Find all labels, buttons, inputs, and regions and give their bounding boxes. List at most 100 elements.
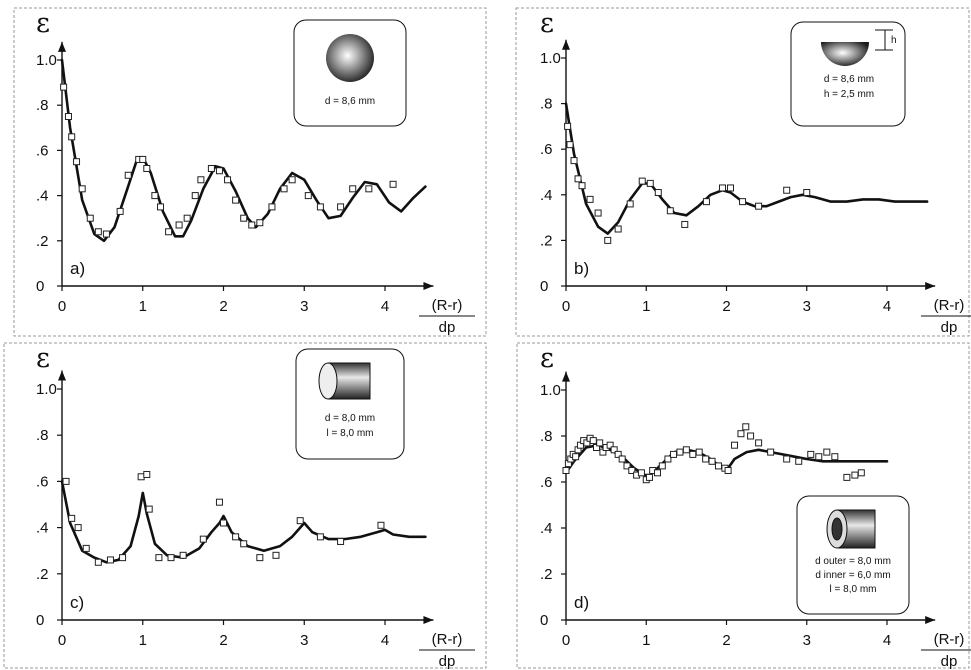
- data-point: [852, 472, 858, 478]
- y-tick-label: 1.0: [540, 50, 561, 67]
- data-point: [125, 172, 131, 178]
- y-tick-label: .4: [540, 187, 553, 204]
- data-point: [257, 555, 263, 561]
- x-tick-label: 2: [219, 298, 227, 315]
- data-point: [579, 183, 585, 189]
- data-point: [756, 203, 762, 209]
- data-point: [269, 204, 275, 210]
- data-point: [233, 197, 239, 203]
- data-point: [738, 431, 744, 437]
- y-tick-label: .8: [36, 97, 49, 114]
- x-axis-label-denominator: dp: [941, 319, 958, 336]
- y-axis-label: ε: [540, 8, 554, 39]
- data-point: [638, 470, 644, 476]
- data-point: [75, 525, 81, 531]
- x-tick-label: 4: [883, 298, 891, 315]
- y-tick-label: 0: [540, 612, 548, 629]
- y-tick-label: 1.0: [36, 52, 57, 69]
- data-point: [216, 499, 222, 505]
- x-tick-label: 2: [722, 632, 730, 649]
- x-tick-label: 1: [139, 298, 147, 315]
- data-point: [63, 478, 69, 484]
- x-axis-arrow: [423, 282, 433, 290]
- x-axis-arrow: [423, 616, 433, 624]
- data-point: [715, 463, 721, 469]
- data-point: [595, 210, 601, 216]
- x-tick-label: 1: [642, 298, 650, 315]
- data-point: [200, 536, 206, 542]
- x-tick-label: 3: [803, 298, 811, 315]
- data-point: [144, 165, 150, 171]
- chart-panel: 0 .2 .4 .6 .8 1.0 0 1 2 3 4 ε (R-r) dp a) d = 8,6 mm: [14, 8, 486, 336]
- inset-line: d inner = 6,0 mm: [815, 570, 890, 581]
- data-point: [590, 438, 596, 444]
- data-point: [317, 204, 323, 210]
- y-tick-label: 0: [36, 612, 44, 629]
- x-tick-label: 3: [300, 298, 308, 315]
- x-axis-arrow: [925, 616, 935, 624]
- data-point: [366, 186, 372, 192]
- y-tick-label: .6: [540, 141, 553, 158]
- data-point: [95, 559, 101, 565]
- x-tick-label: 2: [219, 632, 227, 649]
- y-tick-label: .2: [36, 566, 49, 583]
- x-tick-label: 0: [562, 298, 570, 315]
- data-point: [241, 541, 247, 547]
- data-point: [690, 451, 696, 457]
- data-point: [390, 181, 396, 187]
- panel-label: d): [574, 593, 589, 612]
- data-point: [671, 451, 677, 457]
- data-point: [192, 193, 198, 199]
- data-point: [804, 190, 810, 196]
- y-axis-arrow: [562, 372, 570, 382]
- y-tick-label: .6: [36, 142, 49, 159]
- y-tick-label: .4: [36, 188, 49, 205]
- inset-line: l = 8,0 mm: [830, 584, 877, 595]
- inset-line: l = 8,0 mm: [327, 428, 374, 439]
- data-point: [703, 199, 709, 205]
- data-point: [69, 134, 75, 140]
- data-point: [140, 156, 146, 162]
- data-point: [156, 555, 162, 561]
- data-point: [655, 190, 661, 196]
- chart-panel: 0 .2 .4 .6 .8 1.0 0 1 2 3 4 ε (R-r) dp c) d = 8,0 mm l =…: [4, 343, 486, 670]
- y-tick-label: .8: [540, 96, 553, 113]
- series-line: [62, 481, 425, 562]
- data-point: [784, 456, 790, 462]
- data-point: [168, 555, 174, 561]
- data-point: [225, 177, 231, 183]
- data-point: [683, 447, 689, 453]
- data-point: [615, 226, 621, 232]
- data-point: [184, 215, 190, 221]
- data-point: [138, 474, 144, 480]
- data-point: [117, 208, 123, 214]
- data-point: [659, 463, 665, 469]
- y-tick-label: .4: [36, 520, 49, 537]
- data-point: [69, 515, 75, 521]
- data-point: [563, 468, 569, 474]
- y-tick-label: .8: [36, 427, 49, 444]
- data-point: [748, 433, 754, 439]
- x-axis-label-numerator: (R-r): [934, 297, 965, 314]
- panel-label: c): [70, 593, 84, 612]
- data-point: [654, 470, 660, 476]
- data-point: [619, 456, 625, 462]
- data-point: [844, 474, 850, 480]
- data-point: [740, 199, 746, 205]
- data-point: [627, 201, 633, 207]
- data-point: [180, 552, 186, 558]
- data-point: [103, 231, 109, 237]
- hollow-cylinder-icon: [832, 518, 842, 540]
- y-tick-label: .2: [540, 566, 553, 583]
- y-tick-label: 1.0: [540, 382, 561, 399]
- inset-line: d = 8,6 mm: [824, 74, 874, 85]
- data-point: [573, 454, 579, 460]
- data-point: [241, 215, 247, 221]
- data-point: [824, 449, 830, 455]
- data-point: [95, 229, 101, 235]
- data-point: [350, 186, 356, 192]
- y-axis-arrow: [58, 42, 66, 52]
- data-point: [858, 470, 864, 476]
- panel-frame: [4, 343, 486, 668]
- data-point: [289, 177, 295, 183]
